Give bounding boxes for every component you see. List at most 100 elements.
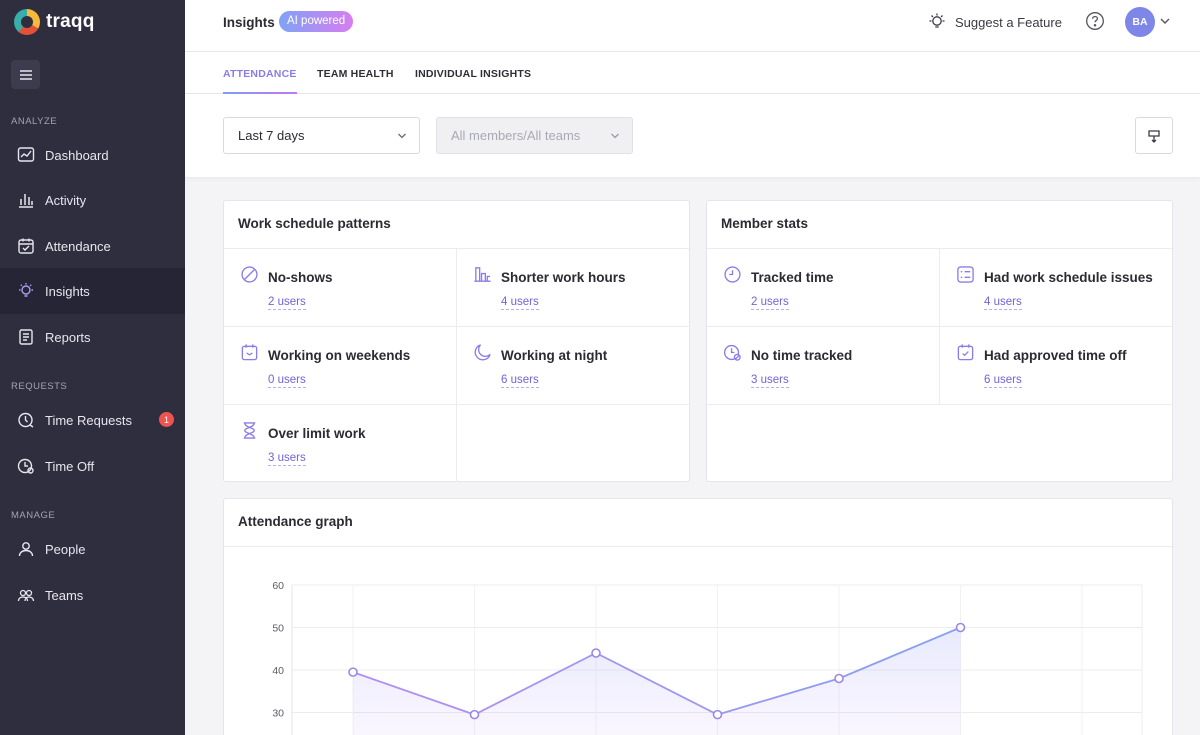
data-point <box>348 667 358 677</box>
period-select[interactable]: Last 7 days <box>223 117 420 154</box>
stat-users-link[interactable]: 3 users <box>751 374 789 388</box>
sidebar-item-attendance[interactable]: Attendance <box>0 223 185 269</box>
sidebar-item-insights[interactable]: Insights <box>0 268 185 314</box>
suggest-feature-button[interactable]: Suggest a Feature <box>927 11 1062 33</box>
app-logo[interactable]: traqq <box>14 7 95 37</box>
people-icon <box>18 542 34 557</box>
sidebar-item-label: Teams <box>45 587 84 603</box>
y-tick-label: 30 <box>272 708 284 720</box>
sidebar-item-time-off[interactable]: Time Off <box>0 443 185 489</box>
stat-tracked-time[interactable]: Tracked time 2 users <box>707 249 940 327</box>
sidebar-item-label: Time Off <box>45 458 95 474</box>
section-label-manage: MANAGE <box>11 510 56 521</box>
sidebar-item-label: Activity <box>45 192 87 208</box>
help-icon[interactable] <box>1085 11 1105 31</box>
sidebar-item-label: Reports <box>45 329 91 345</box>
insights-icon <box>19 283 33 297</box>
stat-users-link[interactable]: 6 users <box>501 374 539 388</box>
stat-approved-time-off[interactable]: Had approved time off 6 users <box>940 327 1173 405</box>
sidebar-item-time-requests[interactable]: Time Requests 1 <box>0 397 185 443</box>
stat-users-link[interactable]: 2 users <box>268 296 306 310</box>
sidebar-item-label: Dashboard <box>45 147 109 163</box>
stat-working-on-weekends[interactable]: Working on weekends 0 users <box>224 327 457 405</box>
attendance-chart-svg: 60 50 40 30 <box>272 580 1143 735</box>
attendance-icon <box>18 238 34 254</box>
stat-users-link[interactable]: 4 users <box>501 296 539 310</box>
stat-shorter-work-hours[interactable]: Shorter work hours 4 users <box>457 249 690 327</box>
reports-icon <box>19 329 33 345</box>
stat-label: Shorter work hours <box>501 270 626 285</box>
sidebar-item-people[interactable]: People <box>0 526 185 572</box>
stat-label: Working at night <box>501 348 608 363</box>
menu-toggle-button[interactable] <box>11 60 40 89</box>
stat-label: Over limit work <box>268 426 366 441</box>
sidebar-item-dashboard[interactable]: Dashboard <box>0 132 185 178</box>
page-title: Insights <box>223 15 275 30</box>
stat-working-at-night[interactable]: Working at night 6 users <box>457 327 690 405</box>
card-title: Member stats <box>721 216 809 231</box>
traqq-logo-icon <box>14 9 40 35</box>
data-point <box>834 673 844 684</box>
sidebar-item-activity[interactable]: Activity <box>0 177 185 223</box>
work-schedule-card: Work schedule patterns No-shows 2 users … <box>223 200 690 482</box>
stat-label: No-shows <box>268 270 333 285</box>
data-point <box>469 709 480 720</box>
sidebar-item-reports[interactable]: Reports <box>0 314 185 360</box>
attendance-chart: 60 50 40 30 <box>224 547 1172 735</box>
members-select[interactable]: All members/All teams <box>436 117 633 154</box>
attendance-graph-card: Attendance graph 60 50 40 30 <box>223 498 1173 735</box>
user-avatar[interactable]: BA <box>1125 7 1155 37</box>
suggest-feature-label: Suggest a Feature <box>955 14 1062 30</box>
stat-no-time-tracked[interactable]: No time tracked 3 users <box>707 327 940 405</box>
stat-label: Had approved time off <box>984 348 1127 363</box>
stat-label: Had work schedule issues <box>984 270 1153 285</box>
sidebar-item-label: Time Requests <box>45 412 132 428</box>
stat-users-link[interactable]: 6 users <box>984 374 1022 388</box>
sidebar-item-label: People <box>45 541 86 557</box>
section-label-analyze: ANALYZE <box>11 116 58 127</box>
member-stats-card: Member stats Tracked time 2 users Had wo… <box>706 200 1173 482</box>
ai-powered-badge: AI powered <box>279 11 354 32</box>
data-point <box>955 622 966 633</box>
stat-label: Tracked time <box>751 270 834 285</box>
chevron-down-icon <box>611 133 619 139</box>
divider <box>224 546 1172 547</box>
stat-users-link[interactable]: 3 users <box>268 452 306 466</box>
time-requests-icon <box>18 412 34 428</box>
activity-icon <box>19 194 33 208</box>
series-area <box>353 627 961 735</box>
chevron-down-icon <box>398 133 406 139</box>
sidebar-item-label: Insights <box>45 283 90 299</box>
stat-users-link[interactable]: 2 users <box>751 296 789 310</box>
sidebar: traqq ANALYZE Dashboard Activity Attenda… <box>0 0 185 735</box>
hourglass-icon <box>243 422 256 439</box>
export-button[interactable] <box>1135 117 1173 154</box>
stat-label: Working on weekends <box>268 348 411 363</box>
calendar-weekend-icon <box>241 344 258 361</box>
section-label-requests: REQUESTS <box>11 381 68 392</box>
stat-users-link[interactable]: 4 users <box>984 296 1022 310</box>
period-select-value: Last 7 days <box>238 128 305 143</box>
sidebar-item-label: Attendance <box>45 238 111 254</box>
card-title: Attendance graph <box>238 514 353 529</box>
stat-users-link[interactable]: 0 users <box>268 374 306 388</box>
divider <box>224 248 689 249</box>
tab-team-health[interactable]: TEAM HEALTH <box>317 68 394 80</box>
data-point <box>712 709 723 720</box>
chevron-down-icon[interactable] <box>1159 16 1171 26</box>
tab-attendance[interactable]: ATTENDANCE <box>223 68 297 94</box>
stat-label: No time tracked <box>751 348 853 363</box>
tabs-bar: ATTENDANCE TEAM HEALTH INDIVIDUAL INSIGH… <box>185 52 1200 94</box>
series-line <box>352 626 961 716</box>
tab-individual-insights[interactable]: INDIVIDUAL INSIGHTS <box>415 68 532 80</box>
moon-icon <box>474 344 491 361</box>
dashboard-icon <box>17 147 35 162</box>
filters-bar: Last 7 days All members/All teams <box>185 94 1200 178</box>
time-requests-count-badge: 1 <box>159 412 174 427</box>
schedule-issues-icon <box>957 266 974 283</box>
sidebar-item-teams[interactable]: Teams <box>0 572 185 618</box>
stat-over-limit-work[interactable]: Over limit work 3 users <box>224 405 457 482</box>
stat-no-shows[interactable]: No-shows 2 users <box>224 249 457 327</box>
divider <box>707 248 1172 249</box>
stat-work-schedule-issues[interactable]: Had work schedule issues 4 users <box>940 249 1173 327</box>
